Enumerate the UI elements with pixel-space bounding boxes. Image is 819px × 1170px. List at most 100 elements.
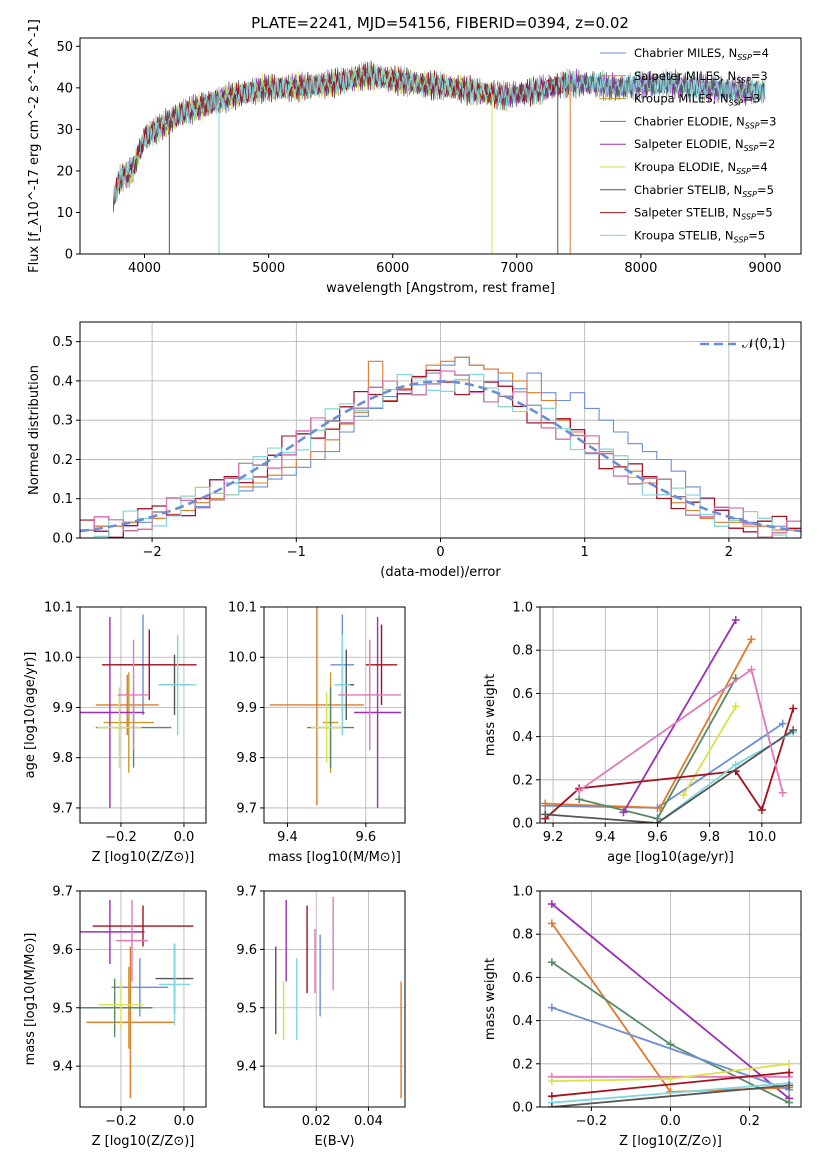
x-tick-label: 4000 bbox=[128, 261, 161, 276]
data-point-marker bbox=[547, 958, 556, 967]
y-tick-label: 9.7 bbox=[52, 885, 73, 900]
y-tick-label: 0 bbox=[65, 248, 73, 263]
y-tick-label: 9.5 bbox=[236, 1001, 257, 1016]
x-tick-label: 9000 bbox=[748, 261, 781, 276]
data-point-marker bbox=[547, 1003, 556, 1012]
x-axis-label: wavelength [Angstrom, rest frame] bbox=[326, 281, 555, 296]
plot-area bbox=[113, 60, 766, 254]
x-axis-label: age [log10(age/yr)] bbox=[607, 850, 734, 865]
y-tick-label: 0.2 bbox=[512, 773, 533, 788]
y-tick-label: 0.6 bbox=[512, 687, 533, 702]
data-point-marker bbox=[785, 1098, 794, 1107]
mass-weight-line bbox=[682, 705, 737, 796]
x-tick-label: 9.6 bbox=[355, 830, 376, 845]
y-tick-label: 0.2 bbox=[512, 1057, 533, 1072]
y-tick-label: 9.8 bbox=[52, 751, 73, 766]
y-tick-label: 9.6 bbox=[52, 943, 73, 958]
y-tick-label: 10 bbox=[56, 206, 73, 221]
mass-weight-line bbox=[545, 638, 753, 809]
mass-weight-line bbox=[551, 1084, 790, 1107]
data-point-marker bbox=[666, 1074, 675, 1083]
x-tick-label: 0.02 bbox=[302, 1114, 331, 1129]
mass-weight-line bbox=[544, 708, 795, 820]
x-tick-label: 7000 bbox=[500, 261, 533, 276]
data-point-marker bbox=[785, 1059, 794, 1068]
data-point-marker bbox=[679, 790, 688, 799]
mass-weight-line bbox=[545, 729, 794, 823]
data-point-marker bbox=[575, 786, 584, 795]
y-tick-label: 9.4 bbox=[236, 1060, 257, 1075]
plot-mass_weight_vs_Z: −0.2 0.0 0.2 0.0 0.2 0.4 0.6 0.8 1.0 Z [log10(Z/Z… bbox=[483, 885, 802, 1149]
y-tick-label: 9.9 bbox=[236, 701, 257, 716]
plot-residuals: −2 −1 0 1 2 0.0 0.1 0.2 0.3 0.4 0.5 (data-model)/er… bbox=[27, 321, 802, 580]
y-tick-label: 9.7 bbox=[236, 801, 257, 816]
data-point-marker bbox=[653, 819, 662, 823]
data-point-marker bbox=[619, 808, 628, 817]
x-tick-label: −0.2 bbox=[105, 830, 137, 845]
legend-entry: Kroupa ELODIE, NSSP=4 bbox=[634, 160, 768, 176]
legend-entry: Chabrier ELODIE, NSSP=3 bbox=[634, 114, 776, 130]
x-axis-label: (data-model)/error bbox=[380, 565, 501, 580]
data-point-marker bbox=[731, 615, 740, 624]
plot-age_vs_mass: 9.4 9.6 9.7 9.8 9.9 10.0 10.1 mass [log10(M/M⊙)… bbox=[228, 601, 406, 865]
legend-entry: Chabrier MILES, NSSP=4 bbox=[634, 46, 769, 62]
legend-entry: Salpeter MILES, NSSP=3 bbox=[634, 69, 768, 85]
y-tick-label: 10.1 bbox=[228, 601, 257, 616]
y-tick-label: 20 bbox=[56, 164, 73, 179]
spectrum-line-kroupa-stelib bbox=[113, 62, 766, 202]
x-tick-label: 10.0 bbox=[747, 830, 776, 845]
y-tick-label: 0.8 bbox=[512, 644, 533, 659]
x-tick-label: 0.2 bbox=[739, 1114, 760, 1129]
mass-weight-line bbox=[551, 1082, 790, 1104]
residual-histogram bbox=[80, 373, 801, 538]
y-tick-label: 0.8 bbox=[512, 928, 533, 943]
y-tick-label: 9.4 bbox=[52, 1060, 73, 1075]
mass-weight-line bbox=[622, 619, 737, 813]
data-point-marker bbox=[778, 719, 787, 728]
x-tick-label: 9.6 bbox=[647, 830, 668, 845]
plot-area bbox=[80, 891, 206, 1107]
legend-entry: Kroupa STELIB, NSSP=5 bbox=[634, 228, 765, 244]
plot-area bbox=[540, 607, 801, 823]
data-point-marker bbox=[785, 1068, 794, 1077]
x-tick-label: −2 bbox=[143, 545, 162, 560]
data-point-marker bbox=[789, 726, 798, 735]
plot-mass_vs_Z: −0.2 0.0 9.4 9.5 9.6 9.7 Z [log10(Z/Z⊙)] mass [… bbox=[23, 885, 207, 1149]
y-tick-label: 40 bbox=[56, 81, 73, 96]
y-tick-label: 1.0 bbox=[512, 885, 533, 900]
data-point-marker bbox=[547, 899, 556, 908]
y-tick-label: 1.0 bbox=[512, 601, 533, 616]
x-axis-label: Z [log10(Z/Z⊙)] bbox=[92, 850, 195, 865]
data-point-marker bbox=[575, 795, 584, 804]
legend-entry: Salpeter STELIB, NSSP=5 bbox=[634, 206, 773, 222]
legend-entry: Chabrier STELIB, NSSP=5 bbox=[634, 183, 774, 199]
x-axis-label: Z [log10(Z/Z⊙)] bbox=[619, 1134, 722, 1149]
plot-area bbox=[80, 322, 801, 538]
data-point-marker bbox=[547, 919, 556, 928]
data-point-marker bbox=[666, 1040, 675, 1049]
plot-spectrum: 4000 5000 6000 7000 8000 9000 0 10 20 30 40 50 wavel… bbox=[27, 19, 802, 296]
data-point-marker bbox=[731, 760, 740, 769]
y-tick-label: 9.5 bbox=[52, 1001, 73, 1016]
y-tick-label: 0.0 bbox=[512, 817, 533, 832]
axes-frame bbox=[79, 890, 207, 1108]
x-tick-label: 2 bbox=[725, 545, 733, 560]
normal-curve bbox=[80, 379, 801, 533]
x-tick-label: 9.8 bbox=[699, 830, 720, 845]
y-tick-label: 0.5 bbox=[52, 335, 73, 350]
y-axis-label: Flux [f_λ10^-17 erg cm^-2 s^-1 A^-1] bbox=[27, 19, 42, 273]
plot-area bbox=[264, 607, 405, 823]
x-tick-label: 0.04 bbox=[354, 1114, 383, 1129]
x-axis-label: mass [log10(M/M⊙)] bbox=[268, 850, 401, 865]
plot-area bbox=[540, 891, 801, 1107]
y-tick-label: 0.6 bbox=[512, 971, 533, 986]
x-tick-label: 9.4 bbox=[277, 830, 298, 845]
y-tick-label: 9.9 bbox=[52, 701, 73, 716]
data-point-marker bbox=[789, 704, 798, 713]
y-axis-label: age [log10(age/yr)] bbox=[23, 652, 38, 779]
data-point-marker bbox=[547, 1077, 556, 1086]
y-tick-label: 0.4 bbox=[512, 1014, 533, 1029]
y-tick-label: 0.2 bbox=[52, 453, 73, 468]
y-axis-label: mass weight bbox=[483, 958, 498, 1040]
